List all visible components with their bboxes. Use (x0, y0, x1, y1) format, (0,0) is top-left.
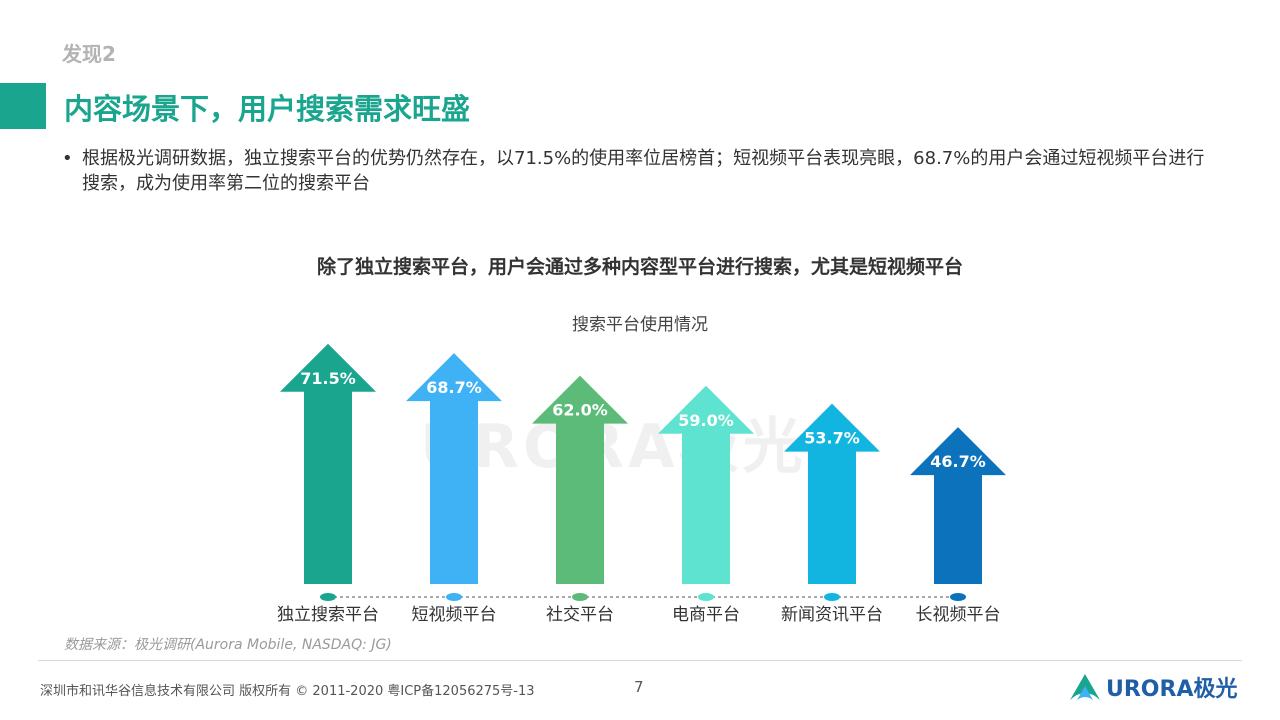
category-label-3: 社交平台 (546, 605, 614, 625)
aurora-logo-icon (1070, 674, 1100, 700)
category-label-1: 独立搜索平台 (277, 605, 379, 625)
data-label-6: 46.7% (930, 452, 986, 471)
bullet-text: 根据极光调研数据，独立搜索平台的优势仍然存在，以71.5%的使用率位居榜首；短视… (82, 148, 1205, 194)
footer-divider (38, 660, 1242, 661)
chart-title: 搜索平台使用情况 (572, 315, 708, 335)
bar-2 (406, 353, 502, 584)
category-label-4: 电商平台 (672, 605, 740, 625)
section-label: 发现2 (62, 42, 116, 66)
bar-6 (910, 427, 1006, 584)
category-label-6: 长视频平台 (916, 605, 1001, 625)
data-label-5: 53.7% (804, 429, 860, 448)
data-label-1: 71.5% (300, 369, 356, 388)
category-marker-5 (824, 593, 840, 601)
chart-heading: 除了独立搜索平台，用户会通过多种内容型平台进行搜索，尤其是短视频平台 (316, 256, 963, 278)
bar-3 (532, 375, 628, 584)
data-label-4: 59.0% (678, 411, 734, 430)
footer-logo: URORA极光 (1068, 671, 1237, 703)
logo-text: URORA极光 (1106, 677, 1238, 702)
page-title: 内容场景下，用户搜索需求旺盛 (64, 92, 471, 126)
page-number: 7 (634, 678, 644, 696)
bar-chart: 71.5% 独立搜索平台 68.7% 短视频平台 62.0% 社交平台 59.0% 电商平台 5… (277, 343, 1006, 625)
category-marker-6 (950, 593, 966, 601)
data-label-2: 68.7% (426, 378, 482, 397)
category-marker-1 (320, 593, 336, 601)
category-label-2: 短视频平台 (412, 605, 497, 625)
category-label-5: 新闻资讯平台 (781, 605, 883, 625)
copyright-text: 深圳市和讯华谷信息技术有限公司 版权所有 © 2011-2020 粤ICP备12… (40, 684, 535, 699)
data-source: 数据来源：极光调研(Aurora Mobile, NASDAQ: JG) (64, 637, 392, 653)
bar-4 (658, 385, 754, 584)
bullet-dot: • (62, 148, 73, 169)
bar-1 (280, 343, 376, 584)
data-label-3: 62.0% (552, 401, 608, 420)
category-marker-4 (698, 593, 714, 601)
bar-5 (784, 403, 880, 584)
category-marker-2 (446, 593, 462, 601)
category-marker-3 (572, 593, 588, 601)
bullet-point: • 根据极光调研数据，独立搜索平台的优势仍然存在，以71.5%的使用率位居榜首；… (62, 146, 1222, 196)
title-accent-bar (0, 83, 46, 129)
